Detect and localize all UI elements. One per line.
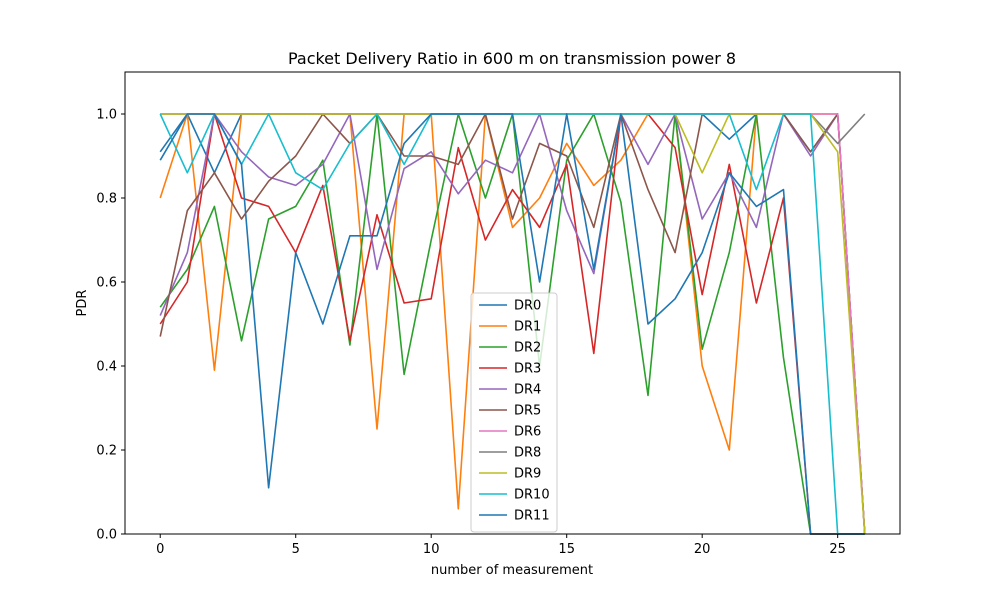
legend: DR0 DR1 DR2 DR3 DR4 DR5 DR6 DR8 DR9 DR10 DR11 bbox=[470, 292, 558, 533]
series-line-dr4 bbox=[159, 113, 866, 535]
y-tick-label: 0.4 bbox=[96, 360, 117, 375]
x-tick-label: 0 bbox=[156, 542, 164, 557]
x-axis: 0 5 10 15 20 25 bbox=[156, 534, 846, 557]
legend-label: DR2 bbox=[514, 341, 541, 356]
x-tick-label: 20 bbox=[694, 542, 711, 557]
y-tick-label: 1.0 bbox=[96, 108, 117, 123]
legend-label: DR10 bbox=[514, 488, 550, 503]
legend-label: DR0 bbox=[514, 299, 541, 314]
plot-frame bbox=[124, 71, 901, 535]
x-tick-label: 5 bbox=[292, 542, 300, 557]
legend-label: DR1 bbox=[514, 320, 541, 335]
x-tick-label: 15 bbox=[558, 542, 575, 557]
y-axis-label: PDR bbox=[75, 290, 90, 317]
legend-label: DR11 bbox=[514, 509, 550, 524]
legend-label: DR5 bbox=[514, 404, 541, 419]
series-line-dr3 bbox=[159, 113, 865, 535]
legend-label: DR4 bbox=[514, 383, 541, 398]
chart-title: Packet Delivery Ratio in 600 m on transm… bbox=[288, 49, 736, 68]
x-axis-label: number of measurement bbox=[431, 563, 593, 578]
legend-label: DR6 bbox=[514, 425, 541, 440]
x-tick-label: 25 bbox=[829, 542, 846, 557]
x-tick-label: 10 bbox=[423, 542, 440, 557]
y-tick-label: 0.6 bbox=[96, 276, 117, 291]
legend-label: DR9 bbox=[514, 467, 541, 482]
series-layer bbox=[159, 113, 866, 535]
y-tick-label: 0.8 bbox=[96, 192, 117, 207]
y-tick-label: 0.2 bbox=[96, 444, 117, 459]
y-axis: 0.0 0.2 0.4 0.6 0.8 1.0 bbox=[96, 108, 125, 543]
legend-label: DR3 bbox=[514, 362, 541, 377]
y-tick-label: 0.0 bbox=[96, 528, 117, 543]
series-line-dr11 bbox=[159, 113, 865, 535]
legend-label: DR8 bbox=[514, 446, 541, 461]
